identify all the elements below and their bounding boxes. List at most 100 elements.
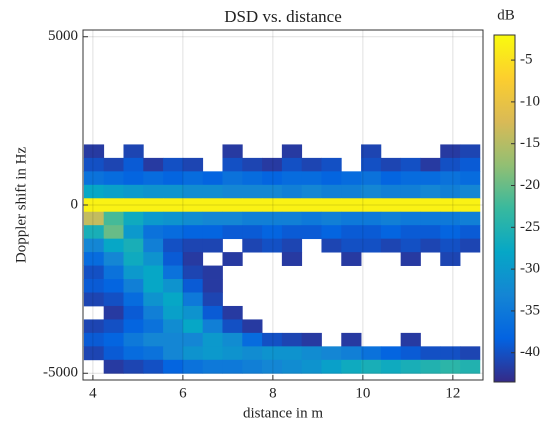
heatmap-cell (301, 171, 322, 186)
colorbar-tick-label: -40 (520, 344, 540, 360)
heatmap-cell (440, 225, 461, 240)
heatmap-cell (341, 171, 362, 186)
heatmap-cell (222, 198, 243, 213)
heatmap-cell (281, 252, 303, 266)
heatmap-cell (341, 332, 362, 347)
heatmap-cell (301, 198, 322, 213)
heatmap-cell (222, 359, 243, 374)
heatmap-cell (361, 157, 382, 172)
heatmap-cell (341, 346, 362, 361)
heatmap-cell (123, 238, 144, 253)
heatmap-cell (83, 184, 105, 199)
heatmap-cell (361, 225, 382, 240)
heatmap-cell (123, 211, 144, 226)
heatmap-cell (123, 184, 144, 199)
heatmap-cell (143, 292, 164, 307)
heatmap-cell (262, 184, 283, 199)
heatmap-cell (242, 238, 263, 253)
heatmap-cell (83, 265, 105, 280)
heatmap-cell (440, 184, 461, 199)
heatmap-cell (202, 265, 223, 280)
heatmap-cell (222, 211, 243, 226)
heatmap-cell (440, 346, 461, 361)
heatmap-cell (262, 211, 283, 226)
heatmap-cell (143, 225, 164, 240)
heatmap-cell (143, 305, 164, 320)
heatmap-cell (103, 359, 124, 374)
heatmap-cell (301, 157, 322, 172)
y-tick-label: 0 (71, 196, 79, 212)
heatmap-cell (202, 211, 223, 226)
heatmap-cell (420, 198, 441, 213)
heatmap-cell (460, 157, 481, 172)
heatmap-cell (420, 238, 441, 253)
heatmap-cell (380, 346, 402, 361)
heatmap-cell (143, 184, 164, 199)
heatmap-cell (361, 211, 382, 226)
heatmap-cell (182, 319, 204, 334)
heatmap-cell (361, 171, 382, 186)
heatmap-cell (123, 305, 144, 320)
heatmap-cell (420, 346, 441, 361)
heatmap-cell (361, 184, 382, 199)
heatmap-cell (202, 359, 223, 374)
heatmap-cell (321, 359, 342, 374)
heatmap-cell (143, 265, 164, 280)
heatmap-cell (321, 157, 342, 172)
heatmap-cell (380, 198, 402, 213)
heatmap-cell (420, 225, 441, 240)
heatmap-cell (182, 346, 204, 361)
heatmap-cell (460, 225, 481, 240)
heatmap-cell (182, 279, 204, 293)
heatmap-cell (163, 157, 184, 172)
heatmap-cell (83, 144, 105, 159)
heatmap-cell (420, 211, 441, 226)
heatmap-cell (262, 359, 283, 374)
heatmap-cell (242, 157, 263, 172)
heatmap-cell (83, 211, 105, 226)
heatmap-cell (460, 346, 481, 361)
x-tick-label: 10 (355, 385, 370, 401)
heatmap-cell (202, 279, 223, 293)
heatmap-cell (143, 359, 164, 374)
heatmap-cell (262, 198, 283, 213)
heatmap-cell (143, 171, 164, 186)
heatmap-cell (400, 238, 421, 253)
heatmap-cell (83, 332, 105, 347)
heatmap-cell (83, 238, 105, 253)
heatmap-cell (83, 292, 105, 307)
heatmap-cell (222, 144, 243, 159)
heatmap-cell (103, 238, 124, 253)
heatmap-cell (83, 252, 105, 266)
heatmap-cell (440, 238, 461, 253)
x-tick-label: 4 (89, 385, 97, 401)
heatmap-cell (321, 184, 342, 199)
heatmap-cell (301, 211, 322, 226)
heatmap-cell (202, 292, 223, 307)
heatmap-cell (143, 252, 164, 266)
heatmap-cell (143, 157, 164, 172)
heatmap-cell (103, 225, 124, 240)
heatmap-cell (182, 157, 204, 172)
heatmap-cell (182, 211, 204, 226)
heatmap-cell (341, 184, 362, 199)
heatmap-cell (83, 171, 105, 186)
heatmap-cell (380, 238, 402, 253)
heatmap-cell (460, 184, 481, 199)
heatmap-cell (163, 225, 184, 240)
heatmap-cell (321, 171, 342, 186)
heatmap-cell (321, 225, 342, 240)
colorbar-tick-label: -30 (520, 261, 540, 277)
heatmap-cell (163, 305, 184, 320)
heatmap-cell (400, 157, 421, 172)
heatmap-cell (222, 184, 243, 199)
heatmap-cell (301, 346, 322, 361)
heatmap-cell (123, 332, 144, 347)
plot-frame (82, 29, 484, 381)
heatmap-cell (222, 171, 243, 186)
heatmap-cell (400, 225, 421, 240)
heatmap-cell (400, 252, 421, 266)
heatmap-cell (341, 252, 362, 266)
heatmap-cell (440, 252, 461, 266)
